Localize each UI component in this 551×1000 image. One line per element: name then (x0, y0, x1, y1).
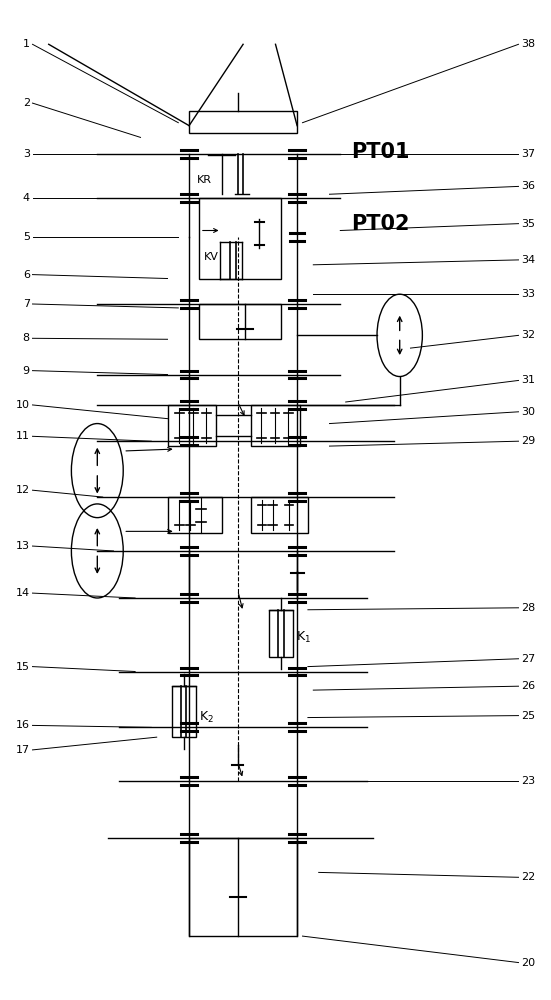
Text: 29: 29 (521, 436, 536, 446)
Bar (269, 610, 293, 657)
Text: 31: 31 (521, 375, 535, 385)
Bar (168, 497, 222, 533)
Text: 10: 10 (16, 400, 30, 410)
Text: 26: 26 (521, 681, 536, 691)
Text: 20: 20 (521, 958, 536, 968)
Text: 28: 28 (521, 603, 536, 613)
Text: 37: 37 (521, 149, 536, 159)
Bar (199, 304, 281, 339)
Text: 27: 27 (521, 654, 536, 664)
Text: 17: 17 (15, 745, 30, 755)
Text: 32: 32 (521, 330, 536, 340)
Text: 25: 25 (521, 711, 536, 721)
Bar (189, 838, 297, 936)
Text: KV: KV (204, 252, 219, 262)
Text: 3: 3 (23, 149, 30, 159)
Text: 23: 23 (521, 776, 536, 786)
Text: 30: 30 (521, 407, 535, 417)
Bar (189, 111, 297, 132)
Text: 1: 1 (23, 39, 30, 49)
Bar (251, 497, 308, 533)
Text: 16: 16 (16, 720, 30, 730)
Text: 8: 8 (23, 333, 30, 343)
Text: 34: 34 (521, 255, 536, 265)
Bar (199, 198, 281, 279)
Text: 38: 38 (521, 39, 536, 49)
Text: 36: 36 (521, 181, 535, 191)
Text: PT02: PT02 (351, 214, 409, 234)
Text: 4: 4 (23, 193, 30, 203)
Text: 2: 2 (23, 98, 30, 108)
Text: K$_2$: K$_2$ (199, 710, 214, 725)
Text: 15: 15 (16, 662, 30, 672)
Text: 12: 12 (15, 485, 30, 495)
Bar (172, 686, 196, 737)
Text: K$_1$: K$_1$ (296, 630, 311, 645)
Text: 9: 9 (23, 366, 30, 376)
Text: PT01: PT01 (351, 142, 409, 162)
Text: 11: 11 (16, 431, 30, 441)
Text: 6: 6 (23, 270, 30, 280)
Text: 35: 35 (521, 219, 535, 229)
Text: 14: 14 (15, 588, 30, 598)
Bar (168, 405, 216, 446)
Text: 7: 7 (23, 299, 30, 309)
Text: 13: 13 (16, 541, 30, 551)
Text: 22: 22 (521, 872, 536, 882)
Bar (251, 405, 300, 446)
Text: 5: 5 (23, 232, 30, 242)
Text: 33: 33 (521, 289, 535, 299)
Text: KR: KR (197, 175, 212, 185)
